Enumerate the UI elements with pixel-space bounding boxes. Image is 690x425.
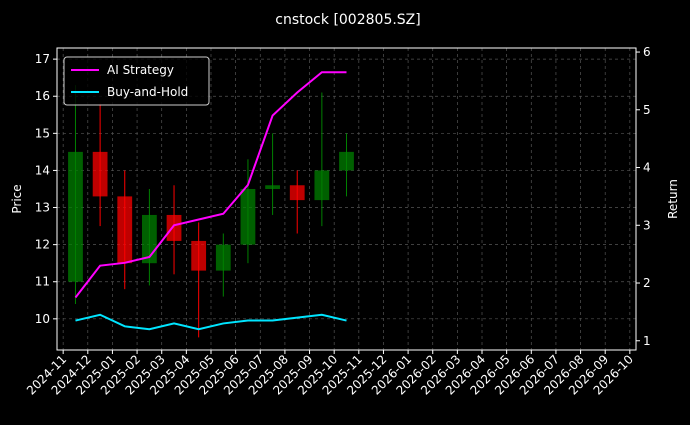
legend-label: AI Strategy bbox=[107, 63, 174, 77]
candle-body bbox=[166, 214, 182, 241]
candle-body bbox=[265, 185, 280, 189]
y2-tick-label: 5 bbox=[643, 103, 651, 117]
candle-body bbox=[191, 240, 207, 271]
y-tick-label: 16 bbox=[35, 89, 50, 103]
y2-tick-label: 3 bbox=[643, 218, 651, 232]
y-tick-label: 15 bbox=[35, 126, 50, 140]
y2-tick-label: 4 bbox=[643, 161, 651, 175]
legend-label: Buy-and-Hold bbox=[107, 85, 188, 99]
y2-tick-label: 6 bbox=[643, 45, 651, 59]
series-line bbox=[75, 313, 347, 331]
y-tick-label: 13 bbox=[35, 201, 50, 215]
series-line bbox=[74, 71, 347, 299]
candle-body bbox=[339, 151, 354, 171]
y-tick-label: 17 bbox=[35, 52, 50, 66]
y2-axis-label: Return bbox=[666, 179, 680, 219]
y-tick-label: 12 bbox=[35, 238, 50, 252]
y-tick-label: 14 bbox=[35, 163, 50, 177]
candle-body bbox=[314, 170, 330, 201]
legend: AI Strategy Buy-and-Hold bbox=[63, 56, 210, 106]
y2-tick-label: 1 bbox=[643, 334, 651, 348]
y2-tick-label: 2 bbox=[643, 276, 651, 290]
candle-body bbox=[117, 196, 133, 264]
legend-box bbox=[63, 56, 210, 106]
candle-body bbox=[289, 185, 305, 201]
candle-body bbox=[92, 151, 108, 197]
y-axis-label: Price bbox=[10, 184, 24, 213]
plot-frame bbox=[56, 47, 637, 351]
candle-body bbox=[68, 151, 83, 282]
y-tick-label: 11 bbox=[35, 275, 50, 289]
candle-body bbox=[240, 188, 256, 245]
y-tick-label: 10 bbox=[35, 312, 50, 326]
candle-body bbox=[215, 244, 231, 271]
chart-title: cnstock [002805.SZ] bbox=[275, 12, 420, 28]
